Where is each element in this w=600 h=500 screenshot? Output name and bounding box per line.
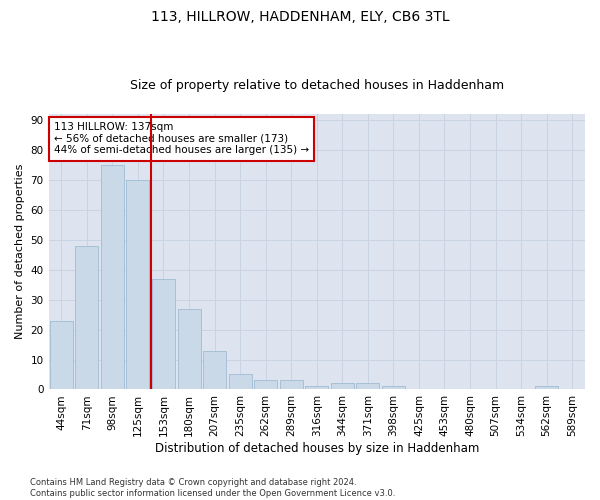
Bar xyxy=(382,386,405,390)
Text: 113 HILLROW: 137sqm
← 56% of detached houses are smaller (173)
44% of semi-detac: 113 HILLROW: 137sqm ← 56% of detached ho… xyxy=(54,122,309,156)
Bar xyxy=(76,246,98,390)
Bar xyxy=(254,380,277,390)
Bar xyxy=(535,386,558,390)
Bar xyxy=(331,384,354,390)
Bar xyxy=(152,278,175,390)
Title: Size of property relative to detached houses in Haddenham: Size of property relative to detached ho… xyxy=(130,79,504,92)
Text: Contains HM Land Registry data © Crown copyright and database right 2024.
Contai: Contains HM Land Registry data © Crown c… xyxy=(30,478,395,498)
Bar xyxy=(305,386,328,390)
Y-axis label: Number of detached properties: Number of detached properties xyxy=(15,164,25,340)
Bar xyxy=(178,308,200,390)
Bar xyxy=(101,165,124,390)
X-axis label: Distribution of detached houses by size in Haddenham: Distribution of detached houses by size … xyxy=(155,442,479,455)
Bar xyxy=(50,320,73,390)
Bar xyxy=(127,180,149,390)
Bar xyxy=(229,374,251,390)
Bar xyxy=(280,380,303,390)
Text: 113, HILLROW, HADDENHAM, ELY, CB6 3TL: 113, HILLROW, HADDENHAM, ELY, CB6 3TL xyxy=(151,10,449,24)
Bar xyxy=(203,350,226,390)
Bar xyxy=(356,384,379,390)
